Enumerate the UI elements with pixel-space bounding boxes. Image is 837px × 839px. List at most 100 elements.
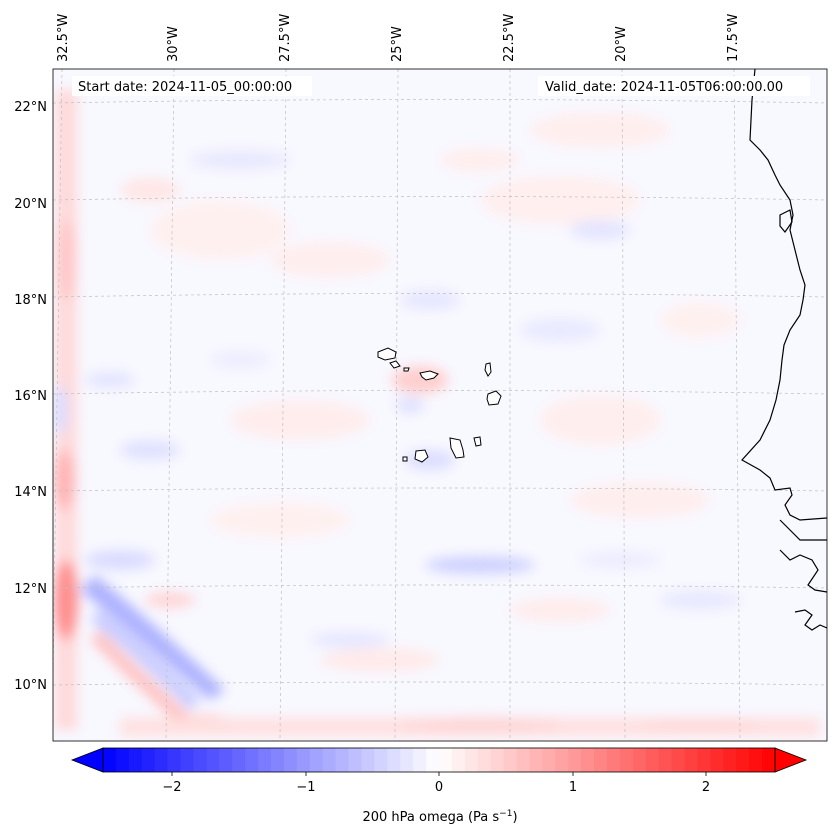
field-blobs: [53, 90, 820, 736]
colorbar-swatch: [413, 748, 427, 772]
colorbar-swatch: [258, 748, 272, 772]
colorbar-swatch: [232, 748, 246, 772]
colorbar-swatch: [322, 748, 337, 772]
colorbar-swatches: [103, 748, 776, 772]
start-date-label: Start date: 2024-11-05_00:00:00: [78, 80, 292, 95]
colorbar-swatch: [490, 748, 505, 772]
colorbar-swatch: [710, 748, 724, 772]
colorbar-swatch: [128, 748, 143, 772]
colorbar-swatch: [103, 748, 117, 772]
colorbar-swatch: [154, 748, 169, 772]
colorbar-low-extend: [70, 747, 104, 773]
colorbar-swatch: [206, 748, 220, 772]
colorbar-swatch: [361, 748, 375, 772]
colorbar-swatch: [335, 748, 350, 772]
colorbar-swatch: [697, 748, 711, 772]
colorbar-high-extend: [774, 747, 808, 773]
lon-label: 30°W: [166, 26, 181, 62]
colorbar-swatch: [645, 748, 660, 772]
santiago-island: [449, 437, 465, 459]
colorbar-swatch: [309, 748, 324, 772]
colorbar-swatch: [245, 748, 259, 772]
colorbar-swatch: [477, 748, 492, 772]
omega-field: [53, 69, 827, 741]
colorbar-swatch: [451, 748, 466, 772]
colorbar-swatch: [619, 748, 634, 772]
lon-label: 32.5°W: [56, 14, 71, 62]
colorbar-swatch: [607, 748, 621, 772]
colorbar-tick: −1: [296, 780, 315, 795]
fogo-island: [414, 449, 429, 463]
lat-label: 22°N: [14, 100, 47, 115]
lat-label: 20°N: [14, 197, 47, 212]
colorbar-swatch: [658, 748, 673, 772]
lon-label: 27.5°W: [278, 14, 293, 62]
lon-label: 22.5°W: [502, 14, 517, 62]
colorbar-tick: 1: [569, 780, 577, 795]
colorbar-swatch: [762, 748, 776, 772]
colorbar-swatch: [684, 748, 698, 772]
colorbar: −2 −1 0 1 2 200 hPa omega (Pa s−1): [70, 747, 808, 825]
colorbar-swatch: [374, 748, 388, 772]
sao-vicente-island: [389, 360, 401, 369]
boa-vista-island: [486, 390, 502, 406]
colorbar-tick: 0: [435, 780, 443, 795]
start-date-box: [72, 76, 312, 96]
colorbar-swatch: [568, 748, 582, 772]
colorbar-swatch: [115, 748, 130, 772]
colorbar-swatch: [271, 748, 285, 772]
santo-antao-island: [377, 347, 397, 361]
colorbar-swatch: [555, 748, 569, 772]
colorbar-swatch: [749, 748, 763, 772]
colorbar-swatch: [439, 748, 453, 772]
colorbar-swatch: [180, 748, 194, 772]
colorbar-swatch: [632, 748, 647, 772]
colorbar-swatch: [542, 748, 556, 772]
africa-coastline: [741, 69, 827, 521]
brava-island: [402, 456, 408, 462]
colorbar-swatch: [141, 748, 156, 772]
colorbar-swatch: [594, 748, 608, 772]
latitude-labels: 22°N 20°N 18°N 16°N 14°N 12°N 10°N: [14, 100, 47, 693]
colorbar-swatch: [387, 748, 401, 772]
lon-label: 20°W: [614, 26, 629, 62]
lon-label: 17.5°W: [726, 14, 741, 62]
valid-date-label: Valid_date: 2024-11-05T06:00:00.00: [545, 80, 783, 95]
colorbar-swatch: [219, 748, 233, 772]
colorbar-tick: −2: [162, 780, 181, 795]
santa-luzia-island: [403, 367, 410, 372]
lat-label: 14°N: [14, 485, 47, 500]
cape-verde-islands: [377, 347, 502, 463]
colorbar-swatch: [723, 748, 737, 772]
colorbar-swatch: [503, 748, 518, 772]
sao-nicolau-island: [419, 370, 439, 381]
colorbar-swatch: [671, 748, 686, 772]
colorbar-swatch: [736, 748, 750, 772]
sal-island: [484, 362, 492, 377]
colorbar-label: 200 hPa omega (Pa s−1): [362, 809, 517, 825]
lat-label: 18°N: [14, 293, 47, 308]
colorbar-swatch: [581, 748, 595, 772]
colorbar-swatch: [193, 748, 207, 772]
colorbar-swatch: [167, 748, 182, 772]
valid-date-box: [538, 76, 810, 96]
lon-label: 25°W: [390, 26, 405, 62]
colorbar-swatch: [348, 748, 362, 772]
colorbar-swatch: [529, 748, 543, 772]
colorbar-swatch: [516, 748, 530, 772]
lat-label: 16°N: [14, 389, 47, 404]
lat-label: 10°N: [14, 678, 47, 693]
field-background: [53, 69, 827, 741]
colorbar-swatch: [296, 748, 311, 772]
map-frame: [52, 68, 828, 742]
gridlines: [53, 69, 827, 741]
maio-island: [473, 436, 482, 447]
longitude-labels: 32.5°W 30°W 27.5°W 25°W 22.5°W 20°W 17.5…: [56, 14, 741, 62]
colorbar-tick: 2: [702, 780, 710, 795]
lat-label: 12°N: [14, 582, 47, 597]
colorbar-swatch: [283, 748, 298, 772]
colorbar-swatch: [464, 748, 479, 772]
colorbar-swatch: [426, 748, 440, 772]
coastlines: [741, 69, 827, 631]
